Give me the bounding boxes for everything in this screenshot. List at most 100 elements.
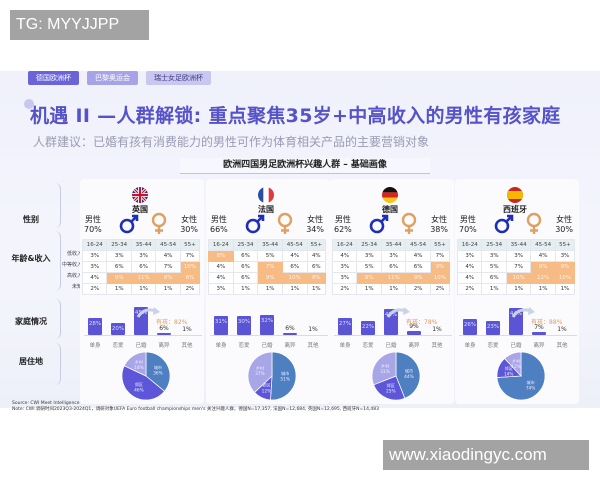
pie-slice: [122, 365, 165, 400]
table-cell: 7%: [505, 261, 532, 273]
column-header: 25-34: [106, 239, 132, 251]
table-row: 8% 6% 5% 4% 4%: [208, 250, 327, 262]
bar: 27%: [338, 318, 352, 335]
male-icon: [119, 214, 139, 234]
source-text: Source: CWI Meet Intelligence: [12, 401, 80, 406]
table-header-row: 16-24 25-34 35-44 45-54 55+: [81, 239, 201, 251]
bar-value: 7%: [534, 324, 544, 331]
residence-pie-chart: 城市44% 郊区25% 乡村31%: [372, 352, 420, 400]
table-cell: 9%: [429, 261, 451, 273]
bar-category: 单身: [339, 343, 351, 349]
column-header: 25-34: [356, 239, 382, 251]
bar-value: 1%: [308, 326, 318, 333]
bar: [407, 331, 421, 335]
column-header: 16-24: [81, 239, 108, 251]
bar-axis: [334, 335, 452, 336]
table-row: 4% 9% 11% 8% 6%: [81, 272, 201, 284]
pie-label: 城市: [154, 364, 162, 370]
table-cell: 2%: [429, 283, 451, 295]
table-cell: 6%: [130, 261, 157, 273]
column-header: 45-54: [281, 239, 308, 251]
family-bar-chart: 27% 单身 22% 恋爱 42% 已婚 9% 离异 1% 其他 有孩：78%: [334, 307, 452, 351]
male-share: 男性 70%: [84, 215, 102, 234]
table-cell: 7%: [155, 261, 181, 273]
table-cell: 4%: [81, 272, 108, 284]
family-bar-chart: 26% 单身 23% 恋爱 44% 已婚 7% 离异 1% 其他 有孩：88%: [459, 307, 577, 351]
table-cell: 10%: [179, 261, 201, 273]
table-cell: 1%: [257, 283, 283, 295]
pie-label: 城市: [405, 367, 413, 373]
table-cell: 4%: [208, 272, 234, 284]
bar: 32%: [260, 315, 274, 335]
tab-paris-olympics[interactable]: 巴黎奥运会: [87, 71, 138, 85]
table-cell: 2%: [81, 283, 108, 295]
table-cell: 10%: [429, 272, 451, 284]
bar-value: 1%: [182, 326, 192, 333]
table-cell: 11%: [130, 272, 157, 284]
table-cell: 5%: [257, 250, 283, 262]
tab-women-euro-switzerland[interactable]: 瑞士女足欧洲杯: [146, 71, 211, 85]
female-share: 女性 30%: [555, 215, 573, 234]
event-tabs: 德国欧洲杯 巴黎奥运会 瑞士女足欧洲杯: [28, 71, 211, 85]
brace: [55, 231, 61, 291]
bar-axis: [210, 335, 328, 336]
column-header: 35-44: [130, 239, 157, 251]
table-header-row: 16-24 25-34 35-44 45-54 55+: [208, 239, 327, 251]
bar-category: 离异: [158, 343, 170, 349]
row-label-age-income: 年龄&收入: [11, 254, 51, 263]
bar-category: 离异: [284, 343, 296, 349]
table-cell: 2%: [456, 283, 483, 295]
pie-value: 18%: [134, 365, 144, 371]
bar-category: 单身: [89, 343, 101, 349]
tab-euro-germany[interactable]: 德国欧洲杯: [28, 71, 79, 85]
bar: [157, 333, 171, 335]
table-row: 3% 3% 3% 4% 7%: [81, 250, 201, 262]
country-column-de: 德国 男性 62% 女性 38% 16-24 25-34 35-44 45-54 55+ 4%…: [330, 179, 454, 404]
table-row: 3% 8% 11% 9% 10%: [331, 272, 451, 284]
bar-category: 其他: [556, 343, 568, 349]
bar-value: 9%: [409, 323, 419, 330]
table-cell: 4%: [306, 250, 327, 262]
table-cell: 1%: [130, 283, 157, 295]
pie-label: 郊区: [505, 365, 513, 371]
female-share: 女性 38%: [430, 215, 448, 234]
pie-label: 城市: [527, 379, 535, 385]
bar-value: 1%: [432, 326, 442, 333]
pie-value: 46%: [134, 387, 144, 393]
bar: 23%: [486, 321, 500, 335]
pie-value: 12%: [262, 388, 272, 394]
column-header: 25-34: [232, 239, 259, 251]
bar-category: 已婚: [135, 343, 147, 349]
table-cell: 1%: [106, 283, 132, 295]
row-label-residence: 居住地: [19, 357, 43, 366]
bar: 22%: [361, 321, 375, 335]
table-header-row: 16-24 25-34 35-44 45-54 55+: [331, 239, 451, 251]
bar-category: 单身: [464, 343, 476, 349]
table-cell: 4%: [530, 250, 556, 262]
pie-label: 乡村: [135, 359, 143, 365]
table-row: 4% 6% 9% 10% 8%: [208, 272, 327, 284]
pie-value: 74%: [526, 385, 536, 391]
table-cell: 3%: [481, 250, 507, 262]
table-cell: 4%: [405, 250, 431, 262]
bar-axis: [84, 335, 202, 336]
table-cell: 8%: [208, 250, 234, 262]
income-labels: 低收入 中等收入 高收入 未知: [60, 249, 82, 293]
column-header: 55+: [179, 239, 201, 251]
row-label-family: 家庭情况: [15, 317, 47, 326]
table-cell: 3%: [81, 250, 108, 262]
table-cell: 6%: [306, 261, 327, 273]
table-cell: 3%: [81, 261, 108, 273]
column-header: 25-34: [481, 239, 507, 251]
table-cell: 9%: [257, 272, 283, 284]
bar-category: 单身: [215, 343, 227, 349]
age-income-table: 16-24 25-34 35-44 45-54 55+ 8% 6% 5% 4% 4% 4% 6% 7% 6…: [208, 239, 327, 295]
page-title: 机遇 II —人群解锁: 重点聚焦35岁+中高收入的男性有孩家庭: [30, 105, 561, 127]
table-cell: 4%: [281, 250, 308, 262]
bar: 26%: [463, 319, 477, 335]
bar: [532, 332, 546, 335]
table-row: 4% 6% 7% 6% 6%: [208, 261, 327, 273]
column-header: 45-54: [405, 239, 431, 251]
brace: [55, 183, 61, 228]
table-cell: 4%: [456, 261, 483, 273]
